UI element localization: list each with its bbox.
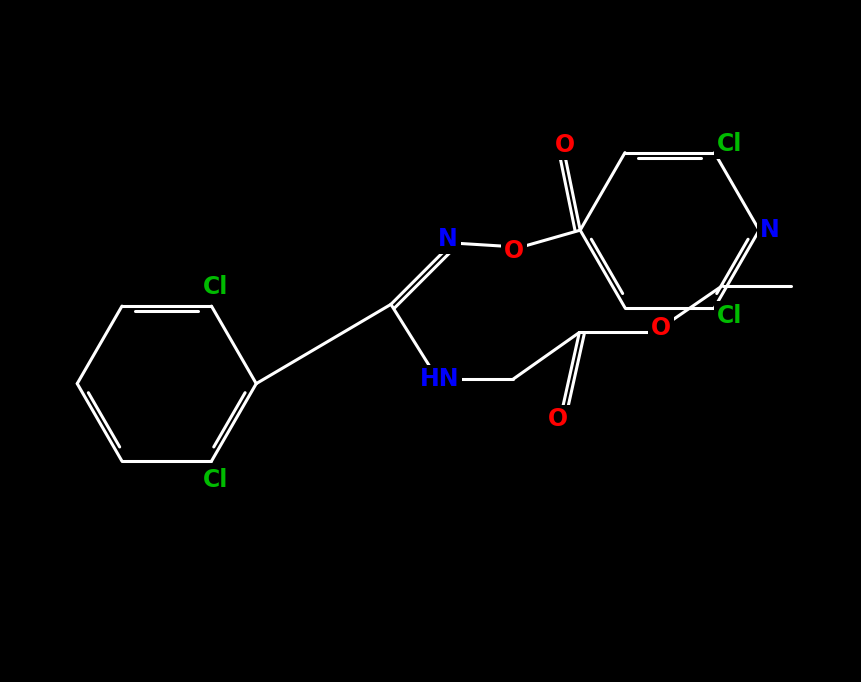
Text: HN: HN [419, 368, 459, 391]
Text: N: N [759, 218, 778, 242]
Text: Cl: Cl [716, 132, 741, 156]
Text: O: O [548, 407, 567, 432]
Text: O: O [503, 239, 523, 263]
Text: Cl: Cl [203, 468, 228, 492]
Text: N: N [437, 226, 457, 251]
Text: Cl: Cl [203, 276, 228, 299]
Text: Cl: Cl [716, 304, 741, 328]
Text: O: O [554, 133, 574, 157]
Text: O: O [650, 316, 671, 340]
